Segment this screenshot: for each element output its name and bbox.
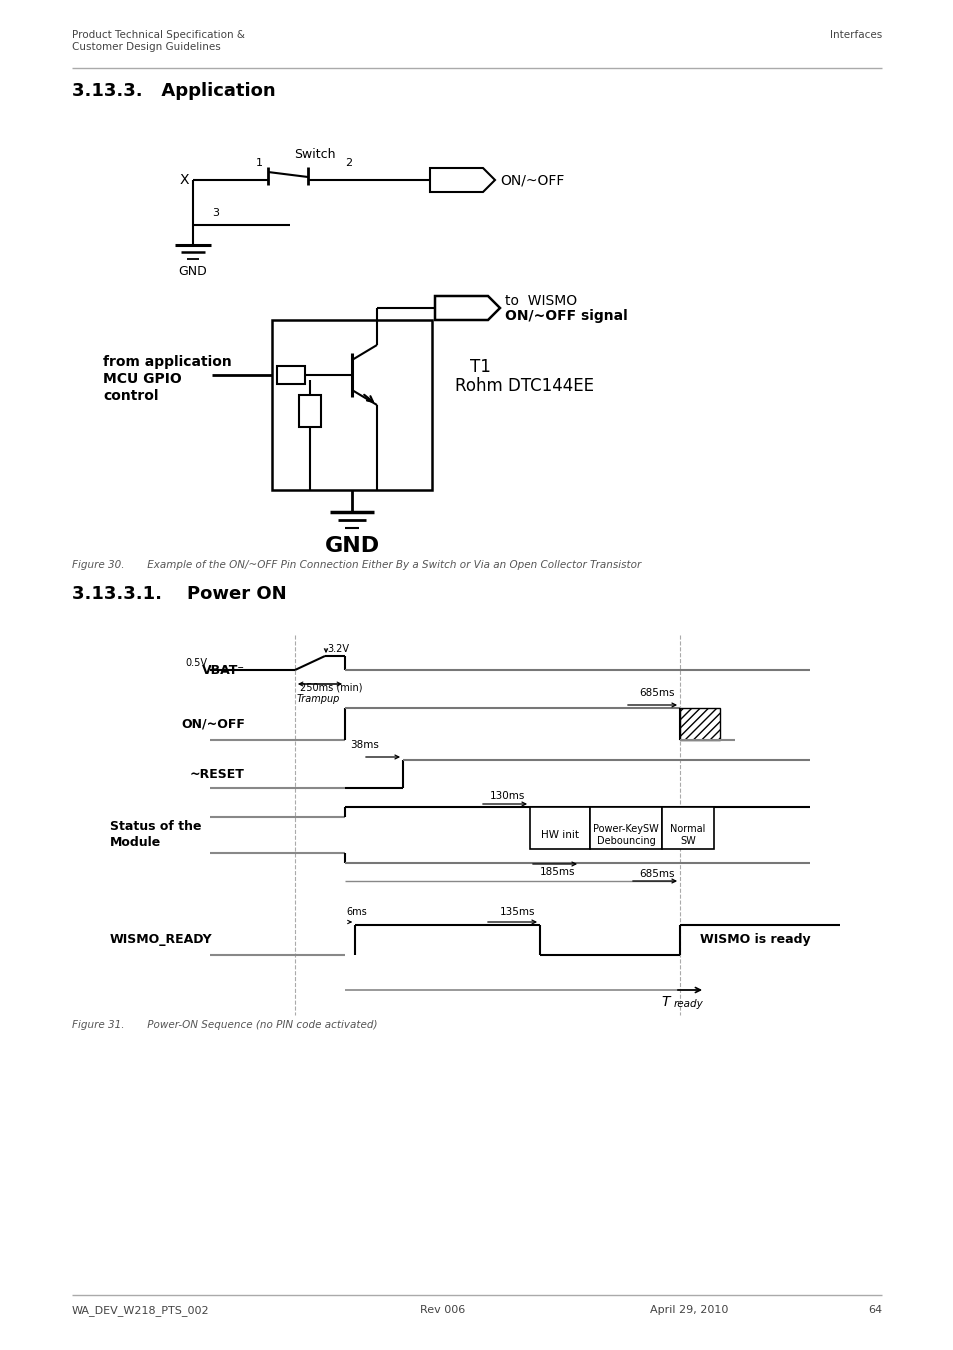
Text: WISMO is ready: WISMO is ready [700,933,810,946]
Bar [298,396,320,427]
Text: T: T [660,995,669,1008]
Text: ready: ready [673,999,703,1008]
Bar [276,366,305,383]
Text: 250ms (min): 250ms (min) [299,682,362,693]
Polygon shape [435,296,499,320]
Text: Figure 30.       Example of the ON/~OFF Pin Connection Either By a Switch or Via: Figure 30. Example of the ON/~OFF Pin Co… [71,560,640,570]
Text: ON/~OFF signal: ON/~OFF signal [504,309,627,323]
Text: Rohm DTC144EE: Rohm DTC144EE [455,377,594,396]
Text: ~RESET: ~RESET [190,768,245,780]
Text: 135ms: 135ms [499,907,535,917]
Bar [679,707,720,740]
Text: Module: Module [110,837,161,849]
Text: control: control [103,389,158,404]
Text: from application: from application [103,355,232,369]
Text: Debouncing: Debouncing [596,836,655,846]
Bar [661,807,713,849]
Text: T1: T1 [470,358,491,377]
Text: Product Technical Specification &
Customer Design Guidelines: Product Technical Specification & Custom… [71,30,245,51]
Text: X: X [179,173,189,188]
Text: WA_DEV_W218_PTS_002: WA_DEV_W218_PTS_002 [71,1305,210,1316]
Text: 685ms: 685ms [639,869,675,879]
Text: April 29, 2010: April 29, 2010 [649,1305,727,1315]
Text: GND: GND [324,536,379,556]
Text: WISMO_READY: WISMO_READY [110,933,213,946]
Text: 3.13.3.   Application: 3.13.3. Application [71,82,275,100]
Text: 1: 1 [255,158,263,167]
Text: Normal: Normal [670,824,705,834]
Text: HW init: HW init [540,830,578,840]
Text: Status of the: Status of the [110,821,201,833]
Text: VBAT⁻: VBAT⁻ [202,663,245,676]
Text: ON/~OFF: ON/~OFF [181,717,245,730]
Text: to  WISMO: to WISMO [504,294,577,308]
Bar [589,807,661,849]
Text: Trampup: Trampup [296,694,340,703]
Text: 3: 3 [212,208,219,217]
Text: 130ms: 130ms [489,791,524,801]
Text: Figure 31.       Power-ON Sequence (no PIN code activated): Figure 31. Power-ON Sequence (no PIN cod… [71,1021,377,1030]
Bar [530,807,589,849]
Text: Interfaces: Interfaces [829,30,882,40]
Text: 64: 64 [867,1305,882,1315]
Text: Rev 006: Rev 006 [419,1305,465,1315]
Polygon shape [430,167,495,192]
Text: 185ms: 185ms [539,867,575,878]
Text: 3.2V: 3.2V [327,644,349,653]
Text: 38ms: 38ms [350,740,378,751]
Text: 2: 2 [345,158,352,167]
Text: Switch: Switch [294,148,335,161]
Text: Power-KeySW: Power-KeySW [593,824,659,834]
Bar [272,320,432,490]
Text: 3.13.3.1.    Power ON: 3.13.3.1. Power ON [71,585,286,603]
Text: ON/~OFF: ON/~OFF [499,173,564,188]
Text: 6ms: 6ms [346,907,366,917]
Text: MCU GPIO: MCU GPIO [103,373,182,386]
Text: 0.5V: 0.5V [185,657,207,668]
Text: GND: GND [178,265,207,278]
Text: 685ms: 685ms [639,688,675,698]
Text: SW: SW [679,836,695,846]
